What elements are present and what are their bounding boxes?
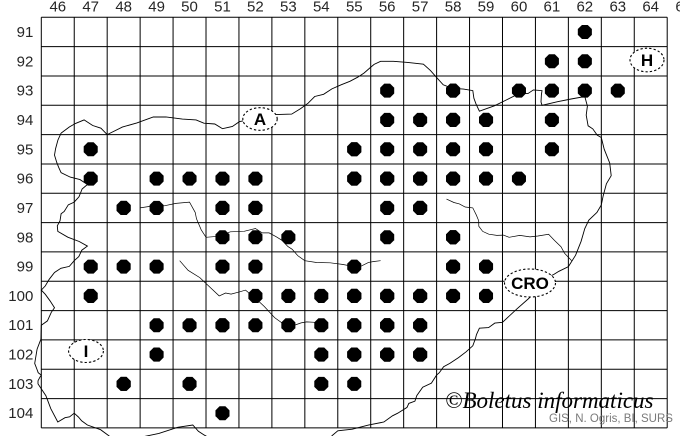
svg-text:64: 64 (642, 0, 659, 15)
svg-text:46: 46 (49, 0, 66, 15)
svg-text:98: 98 (17, 229, 34, 246)
svg-text:61: 61 (544, 0, 561, 15)
svg-text:60: 60 (511, 0, 528, 15)
svg-text:101: 101 (8, 317, 33, 334)
svg-text:59: 59 (478, 0, 495, 15)
svg-text:A: A (254, 110, 266, 129)
svg-text:H: H (641, 51, 653, 70)
svg-text:54: 54 (313, 0, 330, 15)
svg-text:©Boletus informaticus: ©Boletus informaticus (445, 388, 654, 413)
svg-text:62: 62 (576, 0, 593, 15)
svg-text:102: 102 (8, 347, 33, 364)
svg-text:50: 50 (181, 0, 198, 15)
svg-text:49: 49 (148, 0, 165, 15)
svg-text:57: 57 (412, 0, 429, 15)
svg-text:65: 65 (675, 0, 680, 15)
svg-text:55: 55 (346, 0, 363, 15)
svg-text:56: 56 (379, 0, 396, 15)
svg-text:I: I (84, 342, 89, 361)
svg-text:97: 97 (17, 200, 34, 217)
svg-text:93: 93 (17, 83, 34, 100)
svg-text:103: 103 (8, 376, 33, 393)
svg-text:92: 92 (17, 53, 34, 70)
svg-text:52: 52 (247, 0, 264, 15)
svg-text:104: 104 (8, 405, 33, 422)
svg-text:48: 48 (115, 0, 132, 15)
svg-text:CRO: CRO (511, 274, 549, 293)
svg-text:99: 99 (17, 259, 34, 276)
svg-text:95: 95 (17, 141, 34, 158)
svg-text:47: 47 (82, 0, 99, 15)
svg-text:96: 96 (17, 171, 34, 188)
svg-text:53: 53 (280, 0, 297, 15)
svg-text:51: 51 (214, 0, 231, 15)
svg-text:94: 94 (17, 112, 34, 129)
svg-text:91: 91 (17, 24, 34, 41)
svg-text:GIS, N. Ogris, BI, SURS: GIS, N. Ogris, BI, SURS (549, 413, 673, 425)
svg-text:100: 100 (8, 288, 33, 305)
svg-text:58: 58 (445, 0, 462, 15)
svg-text:63: 63 (609, 0, 626, 15)
